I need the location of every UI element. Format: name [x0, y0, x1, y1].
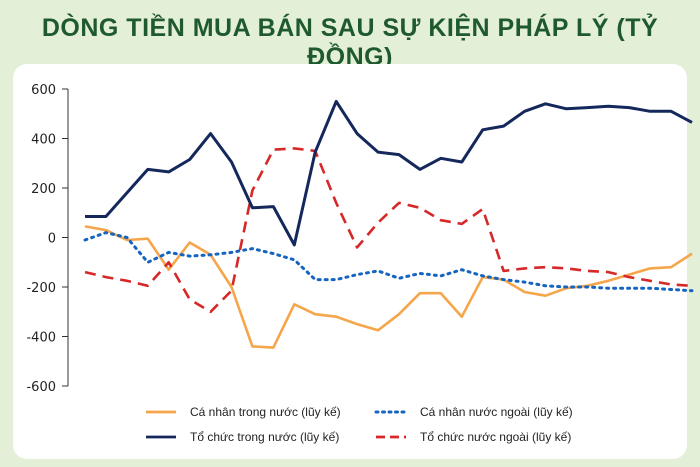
y-tick-label: -400 — [26, 331, 56, 346]
y-tick-label: 200 — [31, 182, 56, 197]
series-line-3 — [85, 99, 693, 247]
series-line-4 — [84, 147, 693, 314]
legend-label-3: Tổ chức trong nước (lũy kế) — [190, 430, 339, 444]
y-tick-label: -200 — [26, 281, 56, 296]
chart-card — [13, 64, 687, 459]
y-tick-label: -600 — [26, 380, 56, 395]
chart-title: DÒNG TIỀN MUA BÁN SAU SỰ KIỆN PHÁP LÝ (T… — [41, 14, 659, 71]
legend-label-2: Cá nhân nước ngoài (lũy kế) — [420, 405, 573, 419]
axes: 600 400 200 0 -200 -400 -600 — [26, 83, 69, 395]
legend-label-1: Cá nhân trong nước (lũy kế) — [190, 405, 341, 419]
series-line-2 — [83, 231, 694, 293]
y-tick-label: 400 — [31, 133, 56, 148]
legend: Cá nhân trong nước (lũy kế) Cá nhân nước … — [146, 405, 573, 444]
series-line-1 — [84, 225, 693, 349]
series-lines — [83, 99, 694, 349]
y-tick-label: 0 — [48, 232, 56, 247]
legend-label-4: Tổ chức nước ngoài (lũy kế) — [420, 430, 571, 444]
y-tick-label: 600 — [31, 83, 56, 98]
